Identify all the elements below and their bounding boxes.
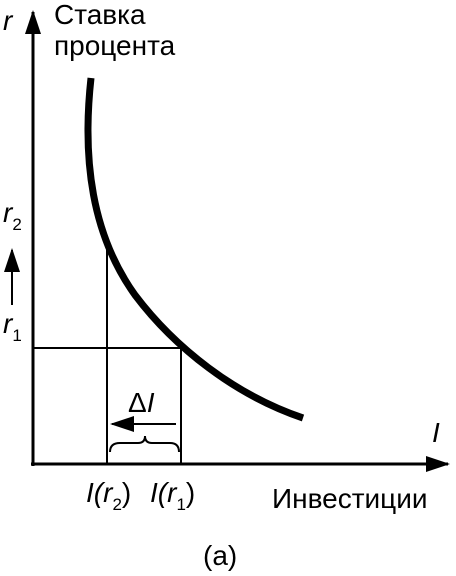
caption: (a) [203,540,237,571]
y-label: Ставка [54,0,146,30]
x-symbol: I [432,417,440,448]
y-symbol: r [3,5,14,36]
i-r1-label: I(r1) [150,477,195,514]
investment-curve [84,77,305,422]
x-label: Инвестиции [272,483,428,514]
brace [109,435,180,453]
i-r2-label: I(r2) [86,477,131,514]
delta-label: ΔI [128,387,155,418]
y-label: процента [54,30,176,61]
r1-label: r1 [3,308,22,345]
r2-label: r2 [3,197,22,234]
